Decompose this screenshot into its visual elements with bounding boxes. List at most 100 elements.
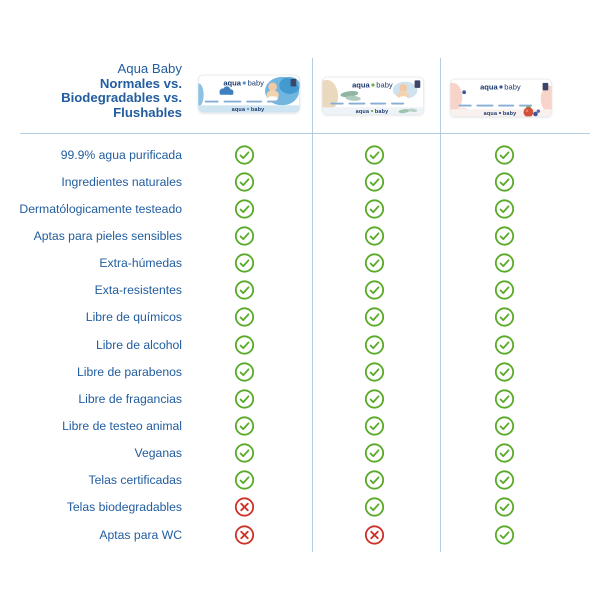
baby-illustration (266, 82, 279, 102)
page-title-line: Biodegradables vs. (61, 90, 182, 106)
table-row: 99.9% agua purificada (0, 141, 602, 168)
column-divider-2 (440, 58, 441, 552)
brand-dot-icon (370, 109, 374, 113)
page-title-line: Flushables (113, 104, 182, 120)
feature-label: Libre de químicos (85, 310, 182, 325)
feature-label: Extra-húmedas (99, 256, 182, 271)
check-circle-icon (494, 388, 515, 409)
check-circle-icon (494, 361, 515, 382)
table-row: Aptas para WC (0, 521, 602, 548)
check-circle-icon (494, 144, 515, 165)
feature-label: 99.9% agua purificada (60, 147, 182, 162)
check-circle-icon (364, 388, 385, 409)
table-row: Aptas para pieles sensibles (0, 222, 602, 249)
page-title-line: Aqua Baby (117, 61, 182, 76)
check-circle-icon (234, 307, 255, 328)
check-circle-icon (494, 253, 515, 274)
check-circle-icon (234, 171, 255, 192)
feature-label: Telas certificadas (88, 473, 182, 488)
table-row: Libre de parabenos (0, 358, 602, 385)
check-circle-icon (494, 470, 515, 491)
brand-dot-icon (499, 85, 503, 89)
table-row: Libre de testeo animal (0, 412, 602, 439)
blueberry-illustration (462, 90, 467, 95)
table-row: Libre de fragancias (0, 385, 602, 412)
check-circle-icon (364, 144, 385, 165)
table-row: Libre de químicos (0, 304, 602, 331)
check-circle-icon (234, 225, 255, 246)
feature-label: Libre de testeo animal (62, 418, 182, 433)
baby-illustration (397, 83, 409, 101)
table-row: Exta-resistentes (0, 277, 602, 304)
check-circle-icon (364, 225, 385, 246)
table-row: Telas certificadas (0, 467, 602, 494)
brand-dot-icon (498, 111, 502, 115)
product-image-flushables: aqua baby aqua baby (449, 70, 553, 124)
cross-circle-icon (234, 524, 255, 545)
check-circle-icon (234, 334, 255, 355)
feature-label: Libre de alcohol (95, 337, 182, 352)
check-circle-icon (364, 307, 385, 328)
check-circle-icon (364, 415, 385, 436)
check-circle-icon (494, 334, 515, 355)
check-circle-icon (364, 253, 385, 274)
table-row: Dermatólogicamente testeado (0, 195, 602, 222)
brand-word-aqua: aqua (223, 78, 241, 87)
table-row: Telas biodegradables (0, 494, 602, 521)
page-title: Aqua Baby Normales vs. Biodegradables vs. F… (61, 61, 182, 120)
brand-word-baby: baby (376, 80, 393, 89)
page-title-line: Normales vs. (99, 75, 182, 91)
check-circle-icon (494, 524, 515, 545)
column-divider-1 (312, 58, 313, 552)
check-circle-icon (234, 280, 255, 301)
brand-word-aqua: aqua (480, 82, 498, 91)
check-circle-icon (494, 307, 515, 328)
check-circle-icon (364, 361, 385, 382)
cross-circle-icon (234, 497, 255, 518)
feature-label: Veganas (134, 446, 182, 461)
feature-label: Exta-resistentes (94, 283, 182, 298)
brand-word-aqua-bottom: aqua (356, 109, 370, 115)
check-circle-icon (234, 443, 255, 464)
count-badge (290, 78, 297, 87)
feature-label: Aptas para pieles sensibles (33, 228, 182, 243)
check-circle-icon (234, 361, 255, 382)
brand-word-aqua-bottom: aqua (484, 111, 498, 117)
watercolor-accent-pink-right (540, 85, 552, 113)
leaf-illustration (340, 91, 361, 101)
brand-dot-icon (371, 83, 375, 87)
leaf-illustration-bottom (398, 108, 418, 114)
check-circle-icon (234, 253, 255, 274)
check-circle-icon (234, 415, 255, 436)
check-circle-icon (234, 198, 255, 219)
feature-label: Aptas para WC (99, 527, 182, 542)
check-circle-icon (364, 334, 385, 355)
feature-label: Ingredientes naturales (61, 174, 182, 189)
feature-label: Libre de parabenos (76, 364, 182, 379)
check-circle-icon (494, 497, 515, 518)
feature-label: Telas biodegradables (66, 500, 182, 515)
check-circle-icon (494, 198, 515, 219)
brand-word-baby-bottom: baby (251, 107, 265, 113)
brand-dot-icon (242, 81, 246, 85)
header-divider (20, 133, 590, 134)
watercolor-accent (198, 83, 204, 107)
brand-word-baby-bottom: baby (503, 111, 517, 117)
count-badge (542, 82, 549, 91)
check-circle-icon (494, 415, 515, 436)
check-circle-icon (364, 470, 385, 491)
cross-circle-icon (364, 524, 385, 545)
table-row: Libre de alcohol (0, 331, 602, 358)
feature-label: Libre de fragancias (78, 391, 182, 406)
check-circle-icon (494, 443, 515, 464)
check-circle-icon (494, 171, 515, 192)
check-circle-icon (364, 443, 385, 464)
check-circle-icon (234, 470, 255, 491)
brand-word-aqua: aqua (352, 80, 370, 89)
brand-word-baby-bottom: baby (375, 109, 389, 115)
check-circle-icon (494, 280, 515, 301)
comparison-table: 99.9% agua purificada Ingredientes natura… (0, 141, 602, 548)
pack-info-text (458, 104, 533, 107)
check-circle-icon (234, 388, 255, 409)
